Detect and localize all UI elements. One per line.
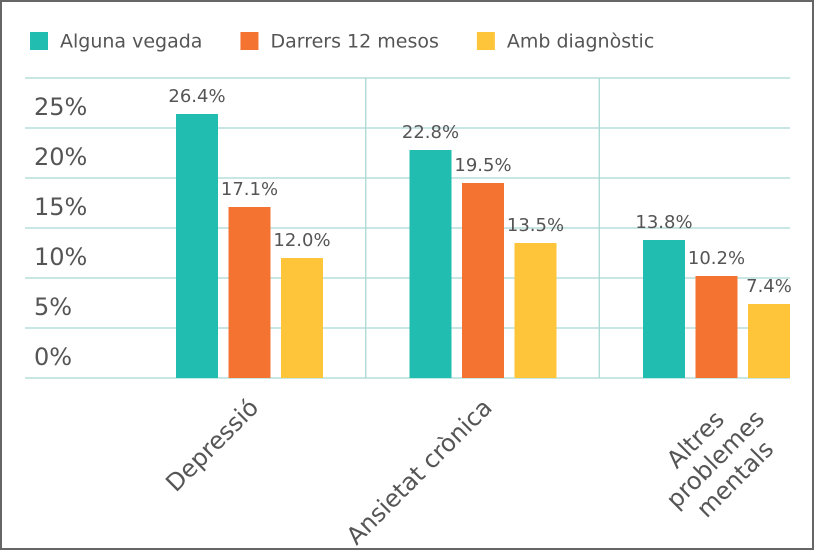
value-label: 13.8% xyxy=(635,212,692,233)
legend-swatch xyxy=(476,32,495,50)
legend-label: Alguna vegada xyxy=(60,31,202,53)
bar xyxy=(409,150,452,378)
value-label: 7.4% xyxy=(746,276,792,297)
value-label: 13.5% xyxy=(507,215,564,236)
value-label: 26.4% xyxy=(168,86,225,107)
bar xyxy=(514,243,557,378)
bar xyxy=(748,304,790,378)
bar xyxy=(281,258,323,378)
value-label: 17.1% xyxy=(221,179,278,200)
legend-label: Darrers 12 mesos xyxy=(270,31,438,53)
y-tick-label: 15% xyxy=(34,193,87,221)
value-label: 10.2% xyxy=(688,248,745,269)
x-tick-label: Altresproblemesmentals xyxy=(641,385,790,534)
legend-swatch xyxy=(240,32,259,50)
bar xyxy=(643,240,685,378)
value-label: 22.8% xyxy=(402,122,459,143)
bar xyxy=(176,114,218,378)
y-tick-label: 5% xyxy=(34,293,72,321)
y-tick-label: 0% xyxy=(34,343,72,371)
y-tick-label: 25% xyxy=(34,93,87,121)
legend-swatch xyxy=(30,32,48,50)
value-label: 12.0% xyxy=(273,230,330,251)
y-tick-label: 20% xyxy=(34,143,87,171)
value-label: 19.5% xyxy=(454,155,511,176)
bar xyxy=(228,207,271,378)
y-tick-label: 10% xyxy=(34,243,87,271)
bar xyxy=(695,276,738,378)
legend-label: Amb diagnòstic xyxy=(507,31,654,53)
bar xyxy=(462,183,504,378)
